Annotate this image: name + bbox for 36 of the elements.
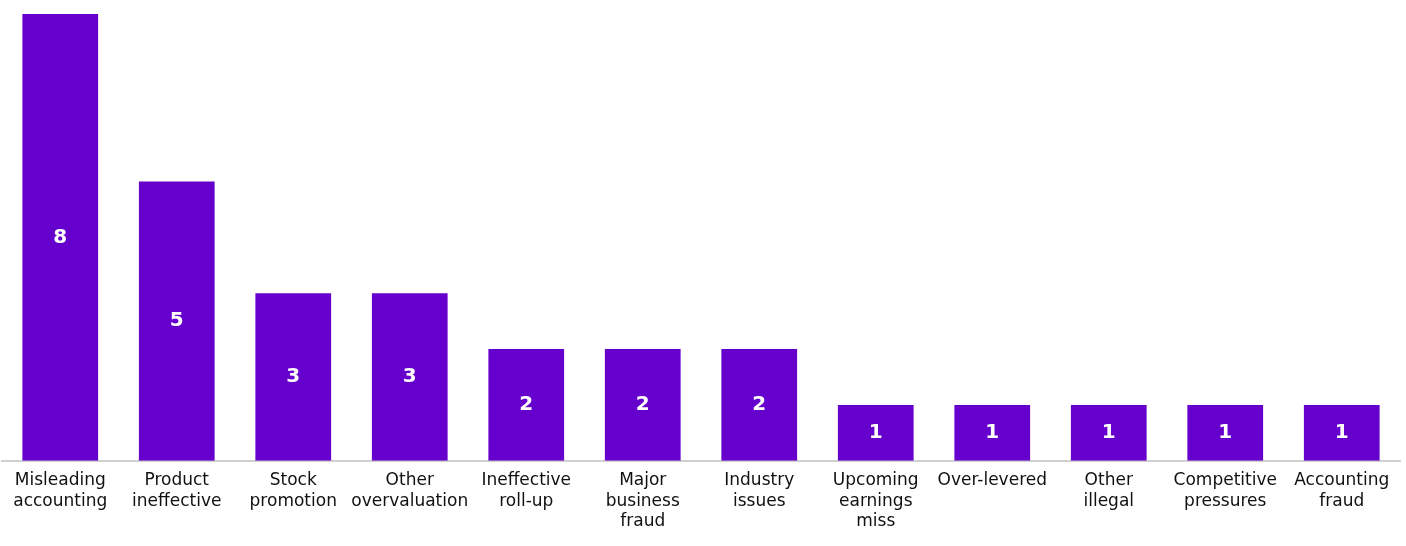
x-tick-label: Competitive pressures [1173, 469, 1277, 510]
data-label: 1 [1334, 419, 1349, 444]
bar [138, 181, 215, 461]
x-tick-label: Other overvaluation [351, 469, 469, 510]
x-tick-label: Product ineffective [132, 469, 222, 510]
data-label: 2 [519, 391, 534, 416]
x-tick-label: Misleading accounting [13, 469, 108, 510]
bar [1187, 404, 1264, 461]
x-tick-label: Accounting fraud [1294, 469, 1390, 510]
bar [954, 404, 1031, 461]
bar [371, 293, 448, 461]
bar [1070, 404, 1147, 461]
data-label: 3 [402, 363, 417, 388]
bar [1303, 404, 1380, 461]
x-tick-label: Upcoming earnings miss [832, 469, 919, 531]
data-label: 8 [53, 223, 68, 248]
x-tick-label: Over-levered [937, 469, 1048, 490]
x-tick-label: Ineffective roll-up [481, 469, 572, 510]
data-label: 1 [1101, 419, 1116, 444]
data-label: 1 [1218, 419, 1233, 444]
data-label: 1 [868, 419, 883, 444]
data-label: 2 [752, 391, 767, 416]
x-tick-label: Stock promotion [249, 469, 337, 510]
bar [837, 404, 914, 461]
bar [721, 349, 798, 461]
bar [22, 14, 99, 461]
bar [604, 349, 681, 461]
x-tick-label: Industry issues [724, 469, 795, 510]
data-label: 2 [635, 391, 650, 416]
x-tick-label: Other illegal [1083, 469, 1135, 510]
data-label: 3 [286, 363, 301, 388]
bar [488, 349, 565, 461]
data-label: 5 [169, 307, 184, 332]
data-label: 1 [985, 419, 1000, 444]
x-tick-label: Major business fraud [605, 469, 680, 531]
bar [255, 293, 332, 461]
